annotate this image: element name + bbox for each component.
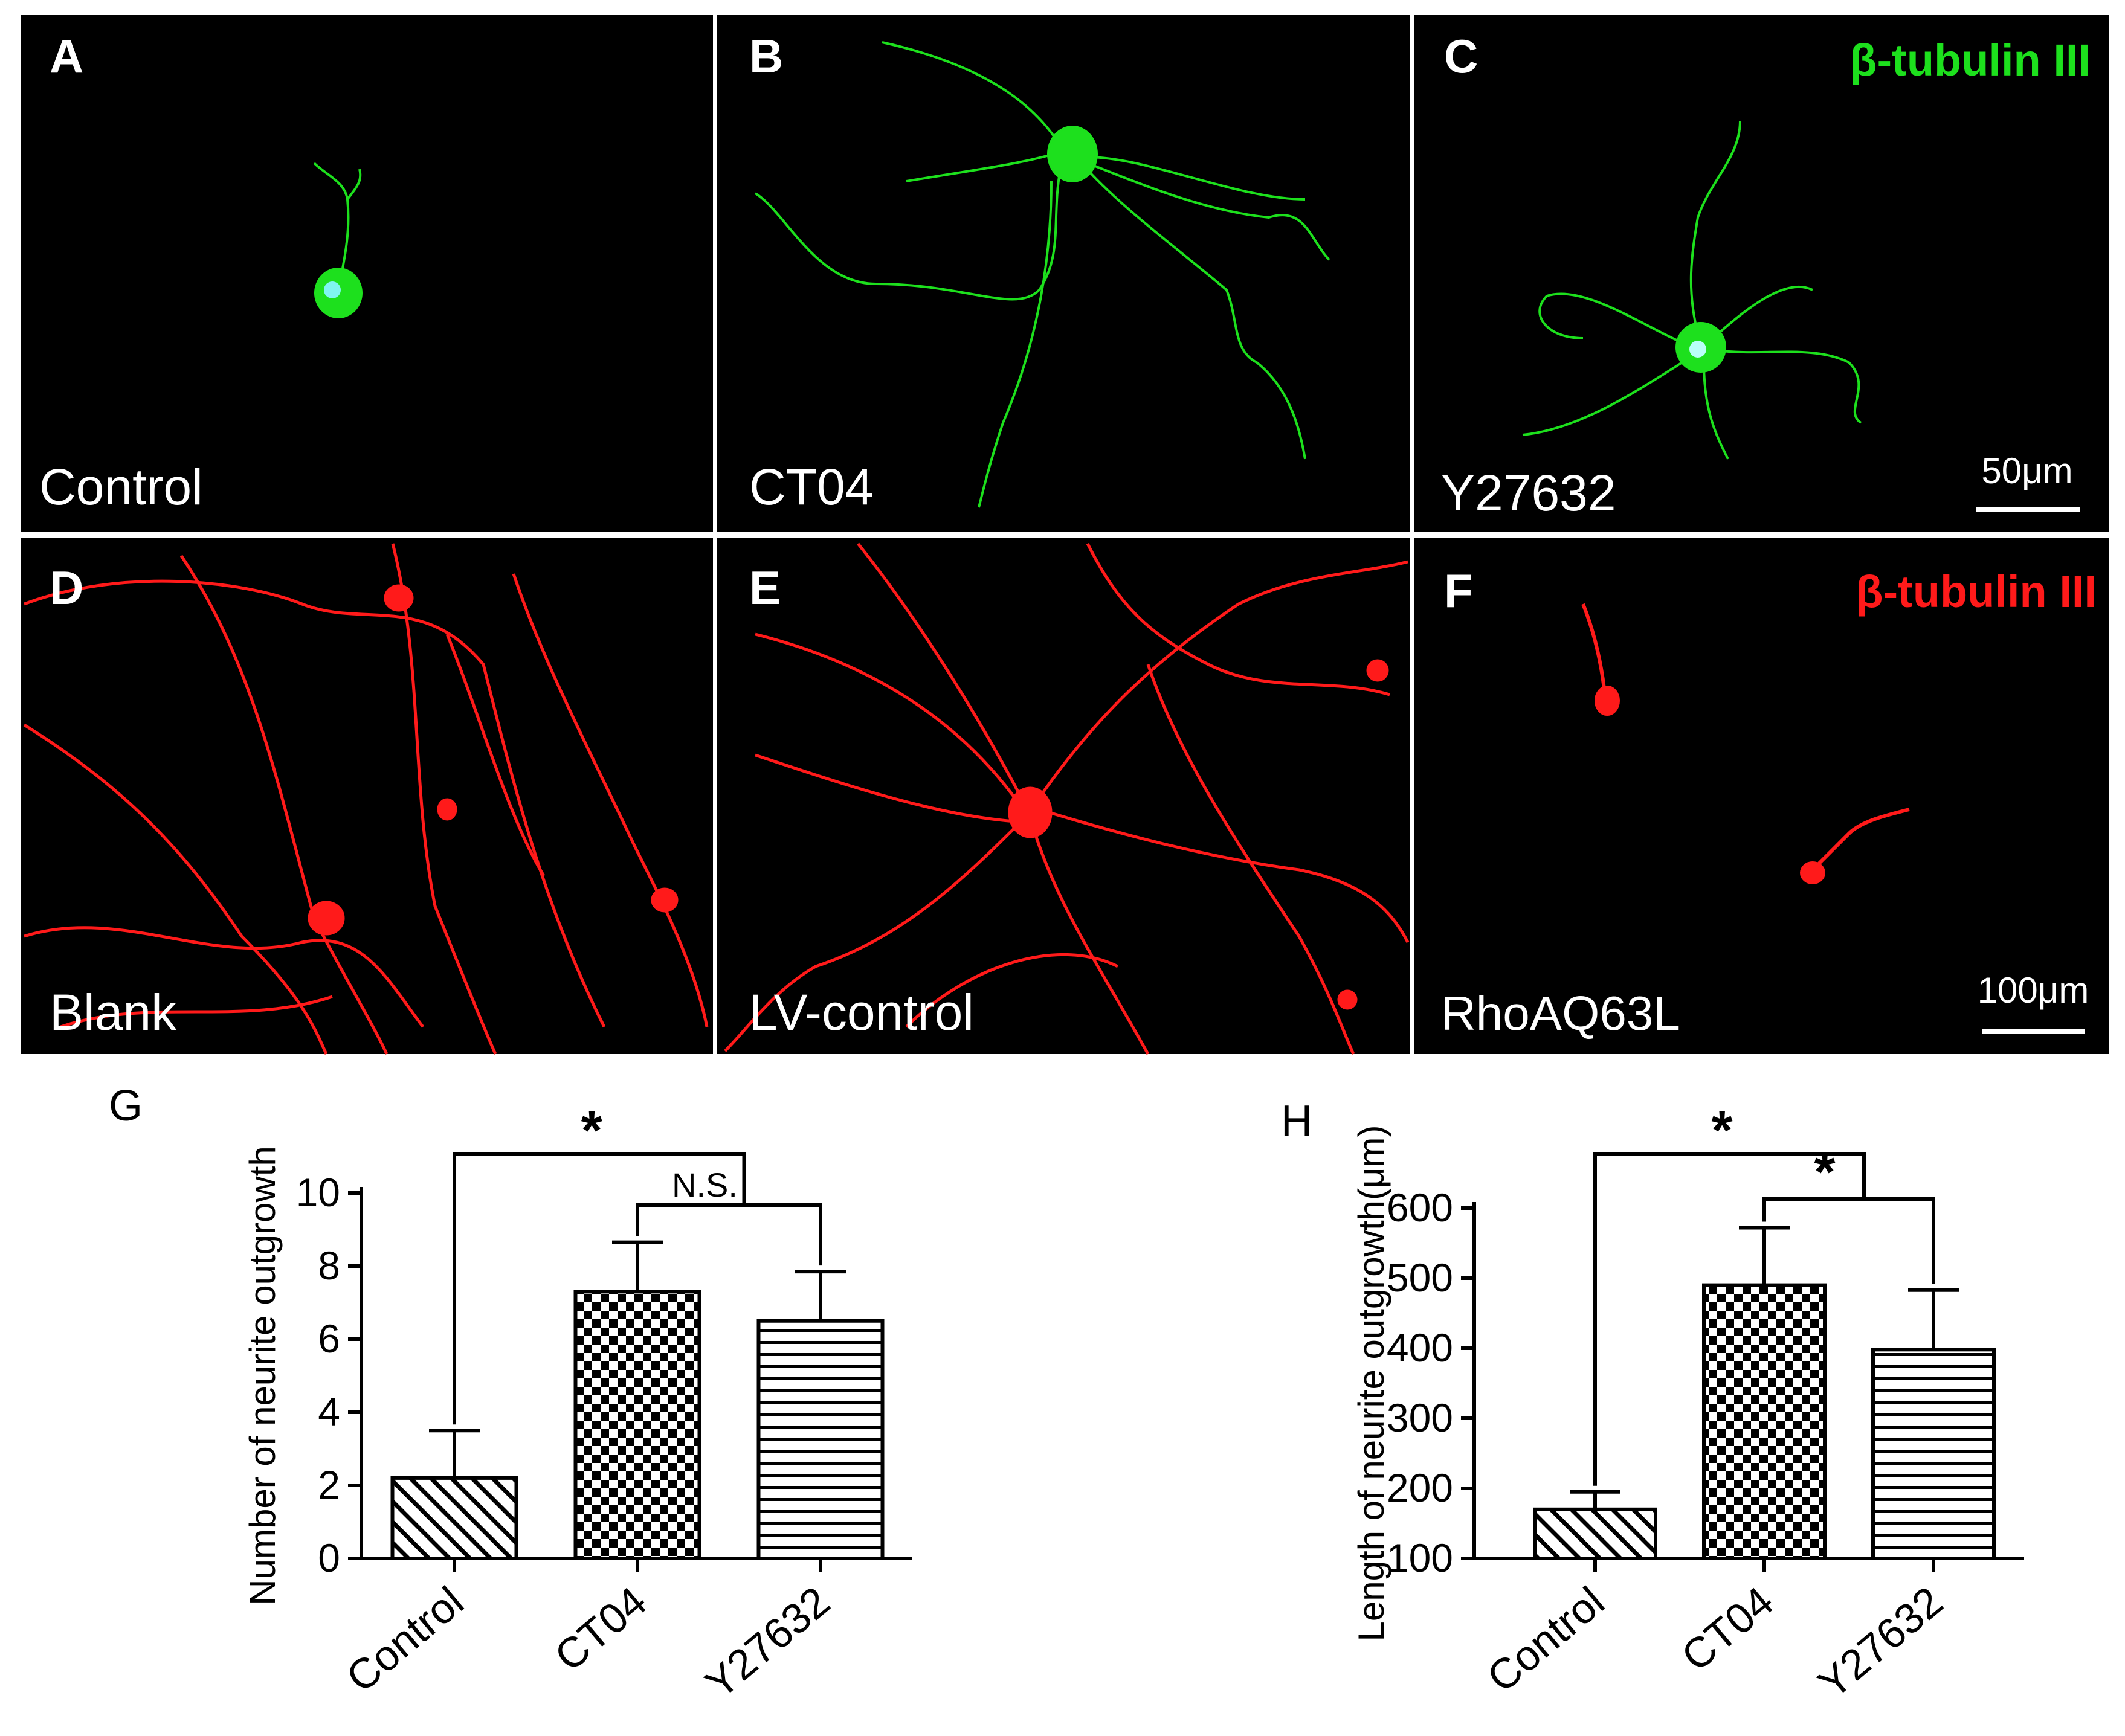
y-tick-label: 200	[1387, 1465, 1453, 1510]
y-tick-label: 400	[1387, 1325, 1453, 1370]
panel-letter: C	[1444, 30, 1478, 83]
x-tick-label: CT04	[546, 1578, 655, 1680]
y-tick-label: 300	[1387, 1395, 1453, 1440]
condition-label: CT04	[749, 458, 873, 515]
stain-label: β-tubulin III	[1849, 35, 2091, 85]
y-tick-label: 10	[296, 1170, 340, 1215]
x-tick-label: Y27632	[697, 1578, 839, 1708]
panel-letter: F	[1444, 564, 1473, 617]
bar-y27632	[1871, 1348, 1996, 1561]
significance-bracket	[636, 1203, 822, 1266]
y-tick-label: 100	[1387, 1535, 1453, 1580]
bar-ct04	[573, 1290, 701, 1561]
condition-label: Control	[39, 458, 203, 515]
cells-f	[1581, 603, 1910, 884]
panel-f: F RhoAQ63L β-tubulin III 100μm	[1414, 538, 2109, 1054]
y-axis-label: Length of neurite outgrowth(μm)	[1351, 1125, 1391, 1641]
chart-g: G 0 2 4 6 8 10 Number of neurite outgrowth Cont…	[109, 1082, 912, 1708]
condition-label: Blank	[50, 984, 177, 1041]
x-tick-label: CT04	[1672, 1578, 1782, 1680]
panel-b: B CT04	[717, 15, 1410, 532]
condition-label: RhoAQ63L	[1441, 986, 1680, 1040]
y-tick-label: 8	[318, 1243, 340, 1288]
micrograph-grid: A Control B CT04	[21, 15, 2109, 1055]
neuron-c	[1522, 120, 1862, 460]
panel-letter: A	[50, 30, 83, 83]
x-tick-label: Control	[1478, 1578, 1613, 1702]
significance-bracket	[453, 1152, 746, 1425]
scale-bar	[1982, 1029, 2085, 1034]
y-tick-label: 2	[318, 1462, 340, 1507]
x-tick-label: Y27632	[1810, 1578, 1952, 1708]
panel-letter: E	[749, 561, 781, 614]
y-tick-label: 600	[1387, 1185, 1453, 1230]
panel-letter: D	[50, 561, 83, 614]
bar-ct04	[1702, 1283, 1827, 1561]
significance-label: *	[1711, 1101, 1732, 1161]
neurites-d	[23, 543, 709, 1055]
panel-e: E LV-control	[717, 538, 1410, 1055]
scale-bar-label: 50μm	[1981, 451, 2072, 491]
panel-a: A Control	[21, 15, 713, 532]
neurites-e	[724, 542, 1410, 1055]
chart-letter: H	[1281, 1097, 1312, 1145]
neuron-a	[313, 162, 363, 318]
y-axis-label: Number of neurite outgrowth	[242, 1146, 283, 1605]
condition-label: Y27632	[1441, 465, 1616, 521]
stain-label: β-tubulin III	[1856, 567, 2097, 617]
y-tick-label: 500	[1387, 1255, 1453, 1300]
scale-bar-label: 100μm	[1978, 970, 2089, 1011]
panel-d: D Blank	[21, 538, 713, 1055]
neuron-b	[754, 41, 1330, 508]
scale-bar	[1976, 507, 2080, 512]
significance-bracket	[1593, 1152, 1866, 1486]
y-tick-label: 0	[318, 1535, 340, 1580]
significance-bracket	[1762, 1197, 1935, 1284]
panel-c: C Y27632 β-tubulin III 50μm	[1414, 15, 2109, 532]
x-tick-label: Control	[338, 1578, 472, 1702]
y-tick-label: 6	[318, 1316, 340, 1361]
chart-letter: G	[109, 1082, 143, 1130]
bar-y27632	[756, 1319, 885, 1560]
significance-label: *	[581, 1101, 602, 1161]
significance-label: N.S.	[672, 1166, 738, 1204]
y-tick-label: 4	[318, 1389, 340, 1434]
significance-label: *	[1814, 1142, 1835, 1203]
condition-label: LV-control	[749, 984, 974, 1041]
bar-control	[390, 1476, 518, 1560]
panel-letter: B	[749, 30, 783, 83]
bar-control	[1533, 1507, 1657, 1561]
